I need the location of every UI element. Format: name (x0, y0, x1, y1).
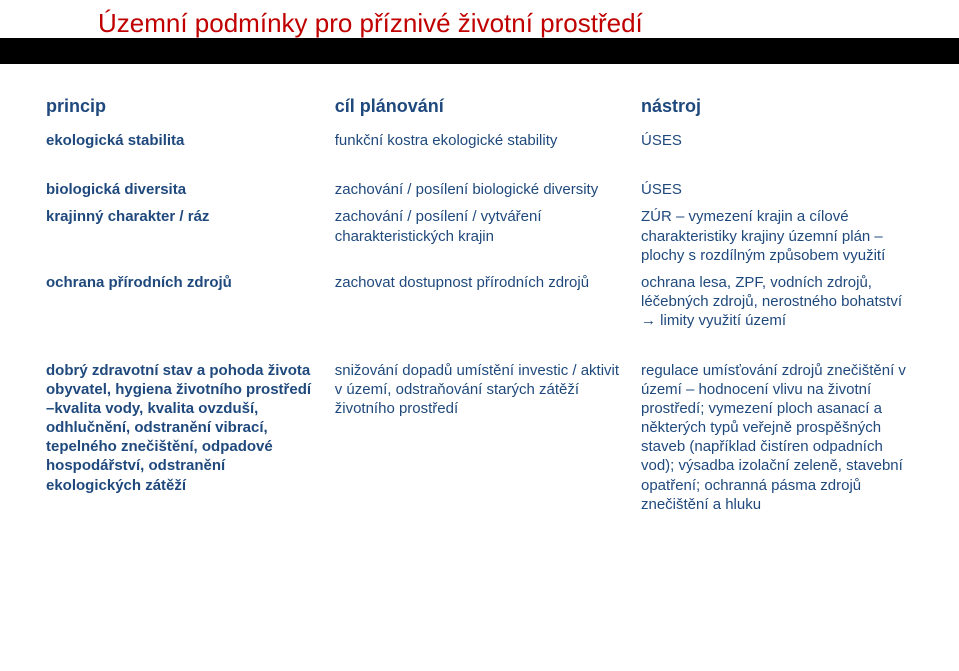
header-black-bar (0, 38, 959, 64)
content-area: princip cíl plánování nástroj ekologická… (0, 64, 959, 518)
col-header-nastroj: nástroj (637, 92, 917, 127)
cell-princip: biologická diversita (42, 176, 331, 203)
header-band: Územní podmínky pro příznivé životní pro… (0, 0, 959, 64)
table-row: dobrý zdravotní stav a pohoda života oby… (42, 357, 917, 519)
table-row: ekologická stabilita funkční kostra ekol… (42, 127, 917, 154)
cell-nastroj: ÚSES (637, 127, 917, 154)
page-title: Územní podmínky pro příznivé životní pro… (98, 8, 643, 39)
table-header-row: princip cíl plánování nástroj (42, 92, 917, 127)
text-pre: ochrana lesa, ZPF, vodních zdrojů, léčeb… (641, 274, 902, 310)
col-header-princip: princip (42, 92, 331, 127)
cell-cil: snižování dopadů umístění investic / akt… (331, 357, 637, 519)
cell-cil: funkční kostra ekologické stability (331, 127, 637, 154)
cell-nastroj: ZÚR – vymezení krajin a cílové charakter… (637, 203, 917, 269)
cell-cil: zachování / posílení biologické diversit… (331, 176, 637, 203)
cell-nastroj: ochrana lesa, ZPF, vodních zdrojů, léčeb… (637, 269, 917, 335)
row-spacer (42, 154, 917, 176)
table-row: biologická diversita zachování / posílen… (42, 176, 917, 203)
cell-cil: zachování / posílení / vytváření charakt… (331, 203, 637, 269)
text-post: limity využití území (656, 312, 786, 329)
row-spacer (42, 335, 917, 357)
cell-princip: ochrana přírodních zdrojů (42, 269, 331, 335)
cell-nastroj: regulace umísťování zdrojů znečištění v … (637, 357, 917, 519)
table-row: ochrana přírodních zdrojů zachovat dostu… (42, 269, 917, 335)
principles-table: princip cíl plánování nástroj ekologická… (42, 92, 917, 518)
col-header-cil: cíl plánování (331, 92, 637, 127)
cell-nastroj: ÚSES (637, 176, 917, 203)
cell-princip: ekologická stabilita (42, 127, 331, 154)
cell-princip: krajinný charakter / ráz (42, 203, 331, 269)
cell-princip: dobrý zdravotní stav a pohoda života oby… (42, 357, 331, 519)
cell-cil: zachovat dostupnost přírodních zdrojů (331, 269, 637, 335)
arrow-icon: → (641, 312, 656, 329)
table-row: krajinný charakter / ráz zachování / pos… (42, 203, 917, 269)
